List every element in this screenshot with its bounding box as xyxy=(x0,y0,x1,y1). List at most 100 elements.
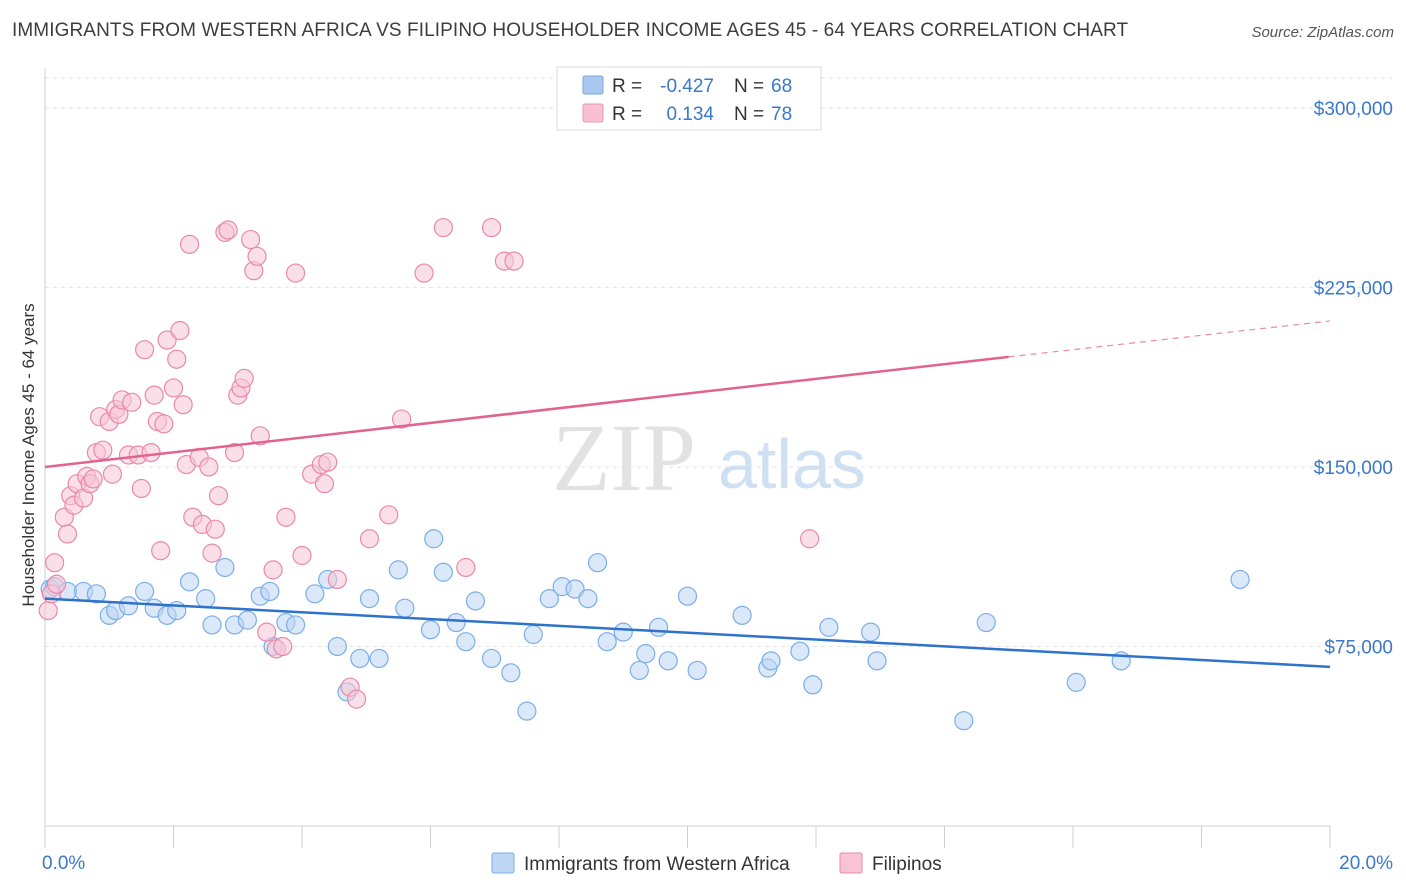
y-tick-label-2: $225,000 xyxy=(1314,278,1393,299)
point-s1-37 xyxy=(179,234,200,254)
point-s0-47 xyxy=(597,632,617,652)
point-s0-36 xyxy=(456,632,476,652)
legend-swatch-western-africa xyxy=(582,75,604,95)
point-s0-63 xyxy=(954,711,974,731)
point-s0-7 xyxy=(118,596,139,616)
point-s1-78 xyxy=(799,529,820,549)
watermark-atlas: atlas xyxy=(718,425,866,503)
chart-title: IMMIGRANTS FROM WESTERN AFRICA VS FILIPI… xyxy=(12,20,1129,41)
point-s0-42 xyxy=(539,589,559,609)
point-s0-31 xyxy=(395,598,415,618)
point-s0-55 xyxy=(732,605,752,625)
source-credit: Source: ZipAtlas.com xyxy=(1251,24,1394,41)
point-s0-39 xyxy=(501,663,521,683)
grid-lines xyxy=(45,77,1392,647)
point-s1-69 xyxy=(359,529,380,549)
point-s0-35 xyxy=(446,612,466,633)
point-s0-30 xyxy=(388,560,408,580)
point-s0-60 xyxy=(819,617,839,637)
legend-swatch-filipinos xyxy=(582,103,604,123)
point-s0-17 xyxy=(237,610,257,630)
point-s1-33 xyxy=(167,349,187,369)
point-s0-53 xyxy=(677,586,698,606)
point-s0-40 xyxy=(517,701,537,721)
point-s0-14 xyxy=(202,615,222,635)
point-s0-21 xyxy=(285,615,306,635)
point-s0-51 xyxy=(648,617,669,637)
point-s1-60 xyxy=(285,263,306,283)
point-s1-27 xyxy=(144,385,164,405)
point-s0-32 xyxy=(420,620,441,640)
x-tick-label-1: 20.0% xyxy=(1339,853,1393,874)
point-s1-59 xyxy=(276,507,296,527)
legend-r-label-1: R = xyxy=(612,104,642,125)
y-tick-label-0: $75,000 xyxy=(1324,637,1393,658)
point-s0-4 xyxy=(86,584,107,604)
point-s1-50 xyxy=(234,368,254,388)
point-s1-75 xyxy=(481,217,502,238)
point-s0-44 xyxy=(565,579,585,599)
point-s0-38 xyxy=(481,648,502,669)
point-s0-28 xyxy=(359,589,380,609)
point-s1-61 xyxy=(292,545,312,566)
trend-line-s1 xyxy=(44,355,1009,469)
point-s1-47 xyxy=(224,442,245,463)
legend-r-value-0: -0.427 xyxy=(660,76,714,97)
point-s1-0 xyxy=(38,600,58,621)
trend-line-s0 xyxy=(44,597,1331,669)
point-s1-70 xyxy=(379,505,399,525)
point-s1-22 xyxy=(122,392,142,412)
point-s1-51 xyxy=(241,229,261,250)
point-s0-8 xyxy=(134,581,155,602)
point-s1-24 xyxy=(131,478,151,499)
point-s1-34 xyxy=(170,320,190,341)
point-s1-44 xyxy=(208,486,229,506)
point-s1-17 xyxy=(102,464,123,484)
trend-lines xyxy=(44,320,1331,669)
bottom-legend: Immigrants from Western Africa Filipinos xyxy=(491,852,942,875)
point-s0-57 xyxy=(761,651,781,671)
point-s0-27 xyxy=(350,648,370,669)
point-s0-29 xyxy=(369,648,389,669)
point-s0-54 xyxy=(687,660,707,681)
legend-n-value-1: 78 xyxy=(771,104,792,125)
y-tick-labels: $75,000 $150,000 $225,000 $300,000 xyxy=(1314,99,1393,659)
point-s1-41 xyxy=(199,457,219,477)
watermark: ZIP atlas xyxy=(552,404,866,511)
point-s1-65 xyxy=(318,452,338,472)
point-s1-29 xyxy=(154,414,174,434)
point-s0-37 xyxy=(465,591,486,611)
point-s1-31 xyxy=(157,330,177,350)
point-s1-3 xyxy=(46,574,67,594)
point-s1-58 xyxy=(273,636,293,657)
point-s0-48 xyxy=(613,622,633,642)
point-s1-64 xyxy=(314,474,335,494)
point-s0-49 xyxy=(629,660,649,681)
point-s1-68 xyxy=(347,689,367,709)
stats-legend: R = -0.427 N = 68 R = 0.134 N = 78 xyxy=(556,66,822,131)
y-tick-label-1: $150,000 xyxy=(1314,458,1393,479)
point-s1-2 xyxy=(45,553,65,573)
point-s1-43 xyxy=(205,519,225,539)
legend-n-label-0: N = xyxy=(734,76,764,97)
point-s1-32 xyxy=(163,378,184,398)
legend-r-label-0: R = xyxy=(612,76,642,97)
point-s1-26 xyxy=(141,442,161,463)
point-s0-12 xyxy=(179,572,200,592)
point-s1-25 xyxy=(134,340,155,360)
point-s1-35 xyxy=(173,395,193,415)
x-tick-label-0: 0.0% xyxy=(42,853,85,874)
point-s0-13 xyxy=(196,589,216,609)
point-s0-33 xyxy=(424,529,444,549)
point-s1-56 xyxy=(263,560,283,580)
point-s0-58 xyxy=(790,641,810,661)
legend-n-label-1: N = xyxy=(734,104,764,125)
point-s0-62 xyxy=(867,651,887,671)
point-s0-34 xyxy=(433,562,453,582)
bottom-legend-label-western-africa: Immigrants from Western Africa xyxy=(524,854,790,875)
point-s0-61 xyxy=(861,622,881,642)
y-tick-label-3: $300,000 xyxy=(1314,99,1393,120)
point-s0-45 xyxy=(578,589,598,609)
point-s1-55 xyxy=(257,622,277,642)
